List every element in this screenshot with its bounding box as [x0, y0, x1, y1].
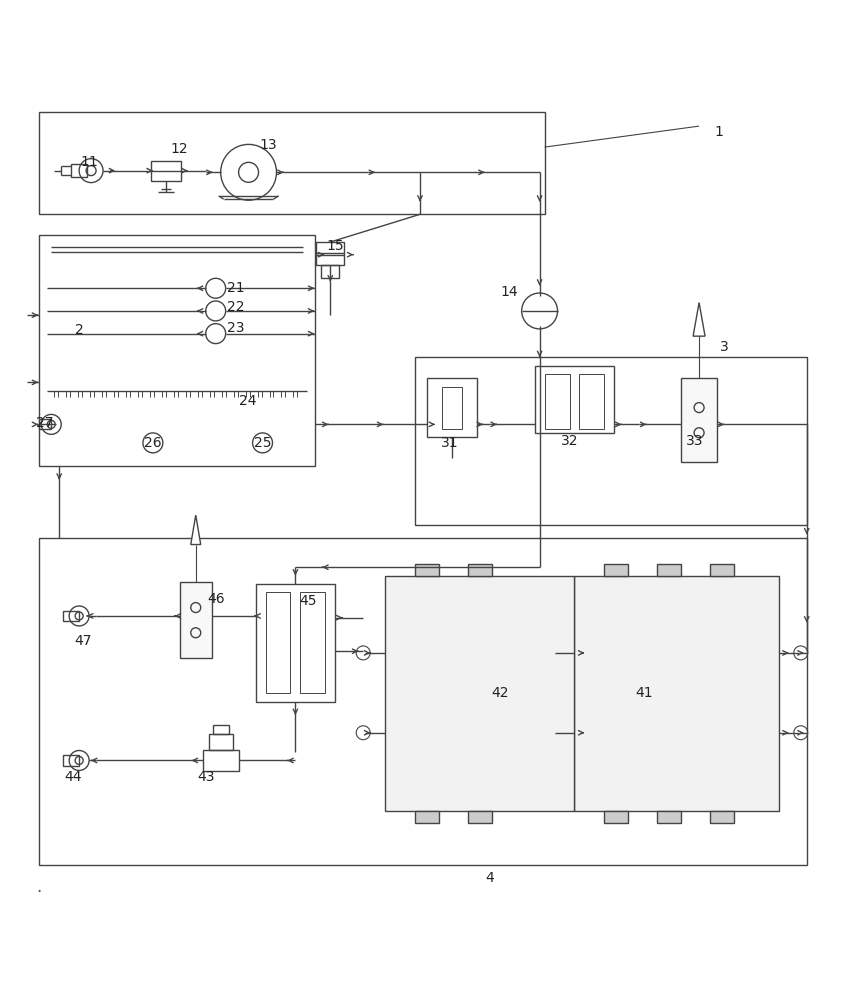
- Polygon shape: [415, 564, 439, 576]
- Polygon shape: [693, 303, 705, 336]
- Polygon shape: [385, 576, 574, 811]
- Text: 42: 42: [491, 686, 508, 700]
- Text: 32: 32: [561, 434, 578, 448]
- Polygon shape: [468, 564, 491, 576]
- Text: 27: 27: [36, 416, 54, 430]
- Text: 15: 15: [326, 239, 344, 253]
- Polygon shape: [574, 576, 779, 811]
- Text: 4: 4: [486, 871, 494, 885]
- Polygon shape: [415, 811, 439, 823]
- Text: 22: 22: [227, 300, 244, 314]
- Text: 43: 43: [197, 770, 214, 784]
- Text: 46: 46: [207, 592, 224, 606]
- Text: 44: 44: [64, 770, 82, 784]
- Text: 33: 33: [686, 434, 704, 448]
- Polygon shape: [468, 811, 491, 823]
- Text: 14: 14: [501, 285, 518, 299]
- Polygon shape: [180, 582, 212, 658]
- Text: 21: 21: [227, 281, 244, 295]
- Polygon shape: [604, 811, 628, 823]
- Polygon shape: [191, 515, 201, 545]
- Text: 26: 26: [144, 436, 162, 450]
- Text: 11: 11: [80, 155, 98, 169]
- Text: 1: 1: [715, 125, 723, 139]
- Polygon shape: [658, 811, 681, 823]
- Text: 47: 47: [74, 634, 92, 648]
- Polygon shape: [658, 564, 681, 576]
- Text: 25: 25: [254, 436, 271, 450]
- Text: 45: 45: [299, 594, 317, 608]
- Polygon shape: [681, 378, 717, 462]
- Text: .: .: [36, 878, 42, 896]
- Text: 31: 31: [441, 436, 459, 450]
- Polygon shape: [710, 811, 734, 823]
- Polygon shape: [710, 564, 734, 576]
- Text: 3: 3: [720, 340, 728, 354]
- Text: 23: 23: [227, 321, 244, 335]
- Text: 24: 24: [239, 394, 256, 408]
- Text: 41: 41: [636, 686, 653, 700]
- Text: 13: 13: [260, 138, 277, 152]
- Text: 12: 12: [170, 142, 188, 156]
- Polygon shape: [604, 564, 628, 576]
- Text: 2: 2: [75, 323, 83, 337]
